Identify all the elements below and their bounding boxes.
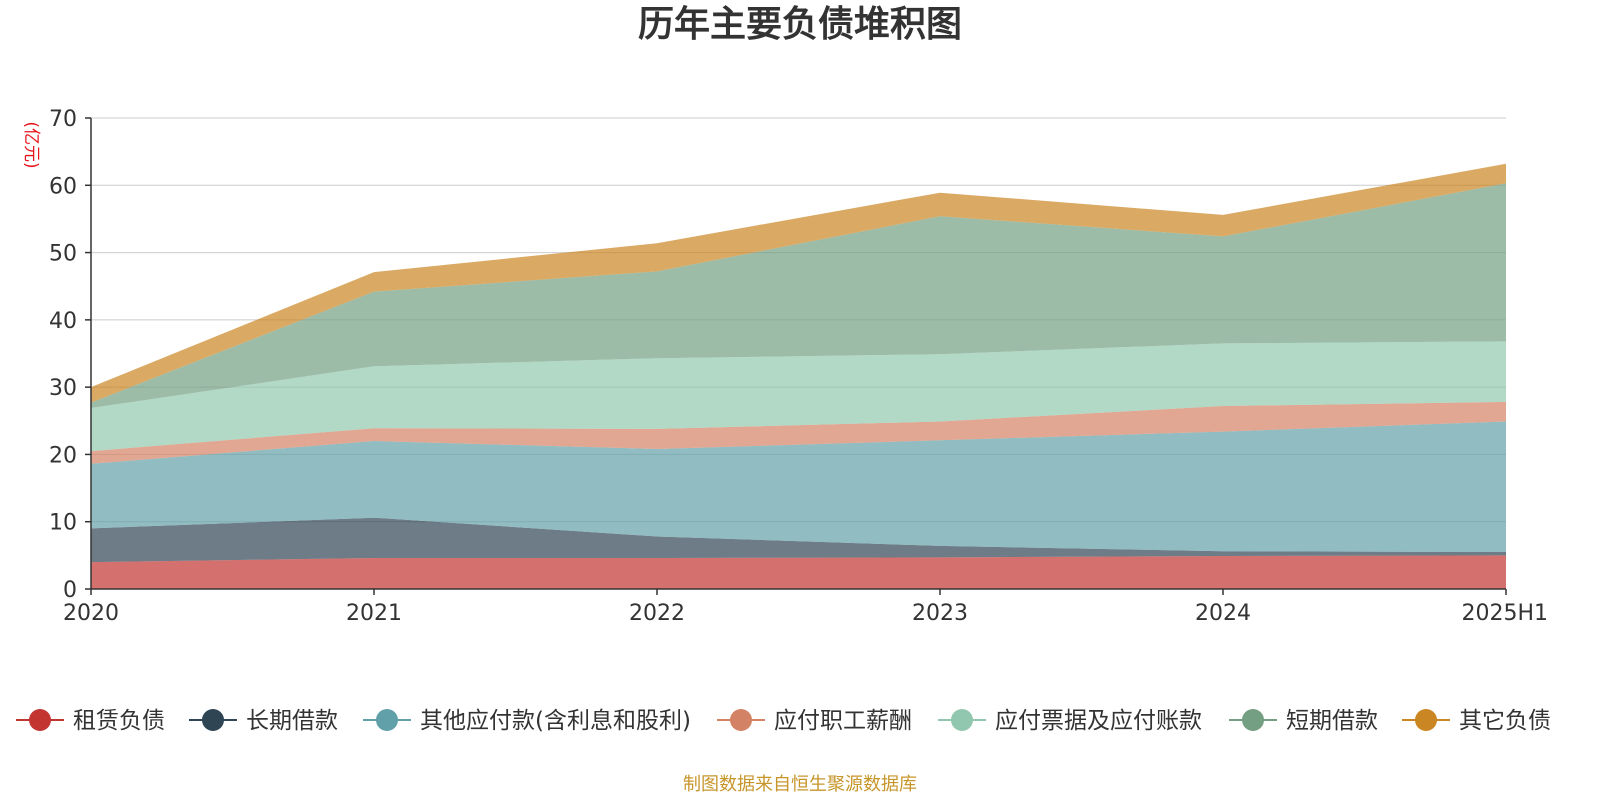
legend-marker: [730, 709, 752, 731]
series-area-5: [91, 341, 1506, 452]
y-tick-label: 60: [49, 174, 77, 199]
legend-label: 其它负债: [1459, 708, 1551, 734]
legend-item[interactable]: 应付职工薪酬: [717, 708, 912, 734]
legend-item[interactable]: 应付票据及应付账款: [938, 708, 1202, 734]
legend-marker: [376, 709, 398, 731]
legend-marker: [1242, 709, 1264, 731]
legend-label: 应付票据及应付账款: [995, 708, 1202, 734]
x-tick-label: 2021: [346, 601, 402, 626]
x-tick-label: 2022: [629, 601, 685, 626]
series-area-2: [91, 517, 1506, 563]
x-tick-label: 2025H1: [1461, 601, 1548, 626]
y-axis-unit: (亿元): [21, 121, 41, 168]
legend-label: 其他应付款(含利息和股利): [420, 708, 691, 734]
legend-label: 短期借款: [1286, 708, 1378, 734]
legend-item[interactable]: 长期借款: [189, 708, 338, 734]
series-area-4: [91, 401, 1506, 464]
series-area-1: [91, 555, 1506, 589]
legend-marker: [1415, 709, 1437, 731]
series-area-3: [91, 421, 1506, 552]
legend-item[interactable]: 短期借款: [1229, 708, 1378, 734]
y-tick-label: 20: [49, 443, 77, 468]
y-tick-label: 40: [49, 309, 77, 334]
legend-item[interactable]: 其他应付款(含利息和股利): [363, 708, 691, 734]
legend-item[interactable]: 租赁负债: [16, 708, 165, 734]
series-area-6: [91, 183, 1506, 408]
x-tick-label: 2020: [63, 601, 119, 626]
y-tick-label: 50: [49, 242, 77, 267]
y-tick-label: 10: [49, 511, 77, 536]
legend-label: 应付职工薪酬: [774, 708, 912, 734]
x-tick-label: 2024: [1195, 601, 1251, 626]
legend-item[interactable]: 其它负债: [1402, 708, 1551, 734]
chart-title: 历年主要负债堆积图: [638, 4, 962, 45]
series-area-7: [91, 163, 1506, 403]
series-areas: [91, 163, 1506, 589]
legend: 租赁负债 长期借款 其他应付款(含利息和股利) 应付职工薪酬 应付票据及应付账款 短期借款…: [16, 708, 1551, 734]
legend-marker: [202, 709, 224, 731]
axes: 0 10 20 30 40 50 60 70 2020 2021 2022 2023 2024 2025H…: [49, 107, 1548, 626]
legend-marker: [951, 709, 973, 731]
legend-label: 租赁负债: [73, 708, 165, 734]
y-tick-label: 0: [63, 578, 77, 603]
x-tick-label: 2023: [912, 601, 968, 626]
legend-marker: [29, 709, 51, 731]
legend-label: 长期借款: [246, 708, 338, 734]
source-footnote: 制图数据来自恒生聚源数据库: [683, 774, 917, 795]
y-tick-label: 70: [49, 107, 77, 132]
y-tick-label: 30: [49, 376, 77, 401]
